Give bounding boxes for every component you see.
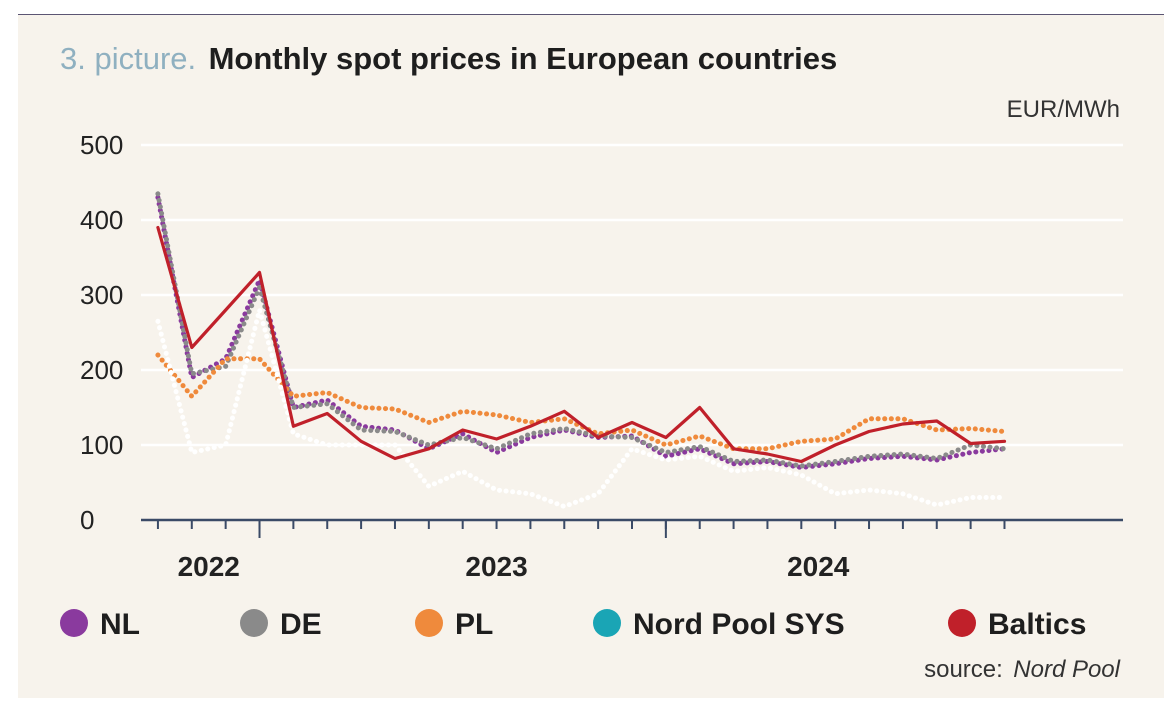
series-line-baltics — [156, 225, 1007, 464]
x-tick-label: 2022 — [178, 551, 240, 582]
series-line-de — [155, 191, 1007, 469]
unit-label: EUR/MWh — [1007, 96, 1120, 123]
chart-title: Monthly spot prices in European countrie… — [209, 41, 838, 76]
y-tick-label: 200 — [80, 355, 123, 385]
x-tick-label: 2023 — [465, 551, 527, 582]
y-tick-label: 500 — [80, 130, 123, 160]
legend-label-baltics: Baltics — [988, 608, 1086, 641]
legend-dot-pl — [415, 609, 443, 637]
title-prefix: 3. picture. — [60, 41, 196, 76]
legend: NL DE PL Nord Pool SYS Baltics — [60, 608, 1086, 641]
y-tick-labels: 0 100 200 300 400 500 — [80, 130, 123, 535]
gridlines — [141, 143, 1123, 447]
series-lines — [155, 191, 1007, 509]
legend-label-de: DE — [280, 608, 322, 641]
legend-dot-nord-pool-sys — [593, 609, 621, 637]
y-tick-label: 300 — [80, 280, 123, 310]
series-line-nl — [155, 195, 1007, 470]
legend-label-nord-pool-sys: Nord Pool SYS — [633, 608, 845, 641]
source-value: Nord Pool — [1013, 656, 1120, 683]
y-tick-label: 400 — [80, 205, 123, 235]
source-note: source: Nord Pool — [924, 656, 1121, 683]
chart-panel: 3. picture. Monthly spot prices in Europ… — [18, 14, 1164, 698]
x-tick-label: 2024 — [787, 551, 850, 582]
legend-label-pl: PL — [455, 608, 493, 641]
y-tick-label: 100 — [80, 430, 123, 460]
x-axis: 2022 2023 2024 — [141, 518, 1123, 582]
legend-dot-de — [240, 609, 268, 637]
title-text: 3. picture. Monthly spot prices in Europ… — [60, 41, 837, 76]
legend-dot-baltics — [948, 609, 976, 637]
y-tick-label: 0 — [80, 505, 94, 535]
legend-label-nl: NL — [100, 608, 140, 641]
source-label: source: — [924, 656, 1003, 683]
series-line-nord-pool-sys — [155, 307, 1007, 509]
chart: 3. picture. Monthly spot prices in Europ… — [60, 41, 1123, 683]
legend-dot-nl — [60, 609, 88, 637]
